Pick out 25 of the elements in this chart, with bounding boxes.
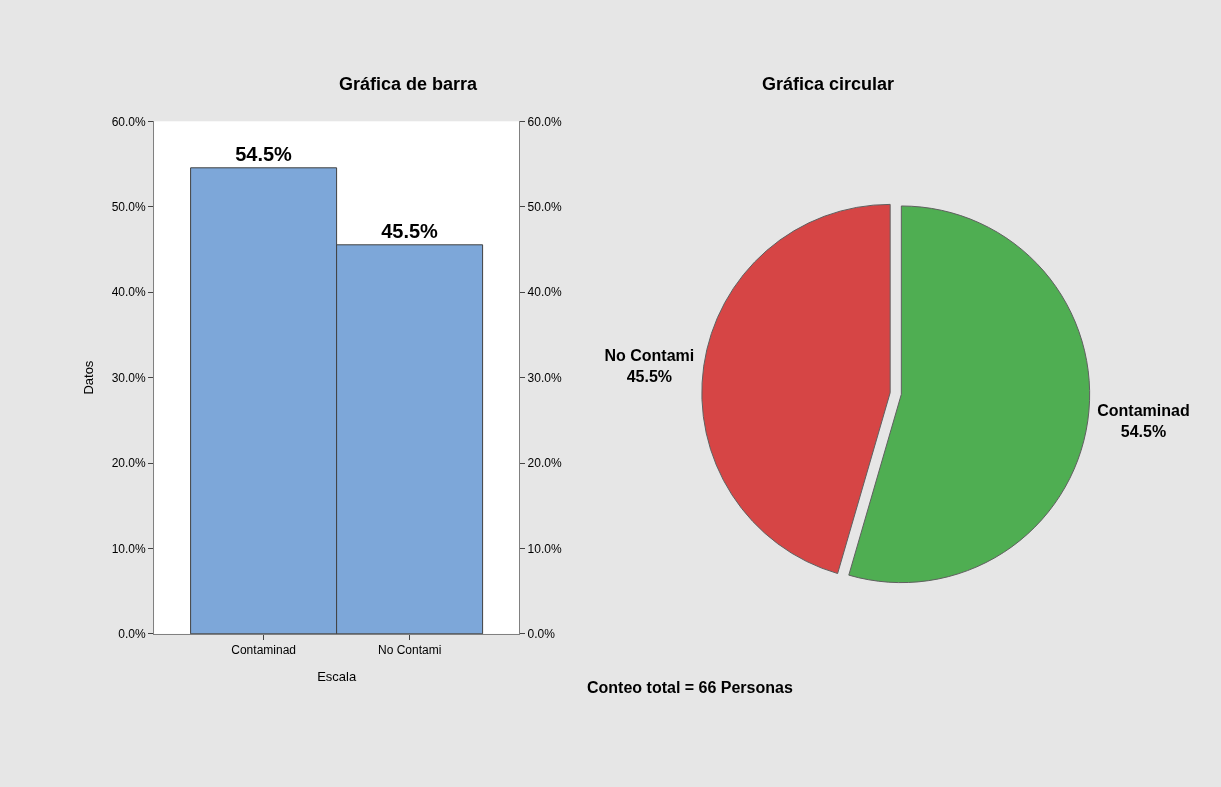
y2-tick-label: 10.0% <box>527 541 562 556</box>
y-axis-title: Datos <box>80 360 96 395</box>
slice-label: No Contami <box>604 346 695 364</box>
y-tick-label: 50.0% <box>111 199 147 214</box>
data-label: 45.5% <box>381 219 439 242</box>
y2-tick-label: 30.0% <box>527 370 562 385</box>
data-label: 54.5% <box>235 142 293 165</box>
data-label: 54.5% <box>1120 423 1167 441</box>
y2-tick-label: 50.0% <box>527 199 562 214</box>
y2-tick-label: 40.0% <box>527 285 562 300</box>
y-tick-label: 0.0% <box>118 627 147 642</box>
y-tick-label: 20.0% <box>111 456 147 471</box>
y-tick-label: 60.0% <box>111 114 147 129</box>
y2-tick-label: 0.0% <box>527 627 556 642</box>
y2-tick-label: 60.0% <box>527 114 562 129</box>
slice-label: Contaminad <box>1097 402 1190 420</box>
data-label: 45.5% <box>626 367 673 385</box>
y-tick-label: 30.0% <box>111 370 147 385</box>
y2-tick-label: 20.0% <box>527 456 562 471</box>
chart-title: Gráfica de barra <box>339 74 479 94</box>
y-tick-label: 10.0% <box>111 541 147 556</box>
x-axis-title: Escala <box>317 668 357 684</box>
y-tick-label: 40.0% <box>111 285 147 300</box>
chart-title: Gráfica circular <box>762 74 895 94</box>
text: Conteo total = 66 Personas <box>587 679 793 696</box>
